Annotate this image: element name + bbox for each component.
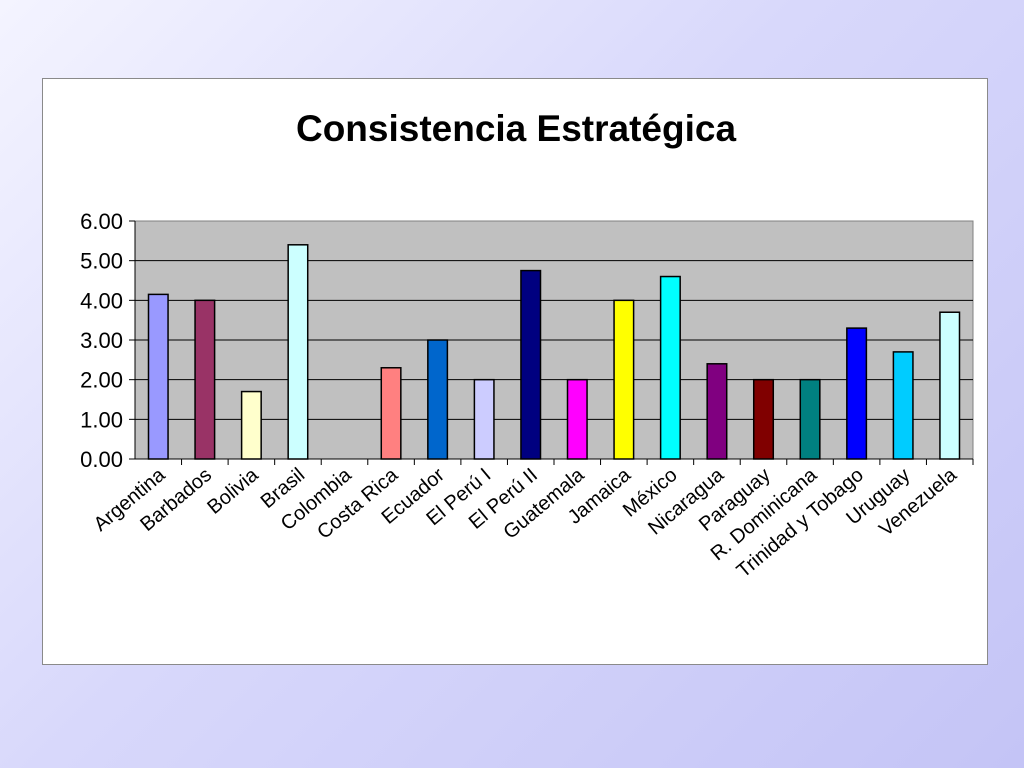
- bar-m-xico: [659, 275, 681, 460]
- chart-title: Consistencia Estratégica: [296, 108, 736, 149]
- bar-venezuela: [939, 311, 961, 460]
- bar-argentina: [147, 293, 169, 460]
- y-tick-label: 3.00: [80, 328, 123, 353]
- bar-uruguay: [892, 351, 914, 460]
- bar-guatemala: [566, 378, 588, 460]
- y-tick-label: 5.00: [80, 249, 123, 274]
- bar-el-per-i: [473, 378, 495, 460]
- y-tick-label: 6.00: [80, 209, 123, 234]
- bar-el-per-ii: [520, 269, 542, 460]
- bar-chart: Consistencia Estratégica 0.00 1.00 2.00 3.0…: [80, 108, 974, 582]
- bar-bolivia: [240, 390, 262, 460]
- bar-r-dominicana: [799, 378, 821, 460]
- x-tick-label: Bolivia: [203, 463, 263, 518]
- bar-barbados: [194, 299, 216, 460]
- bar-costa-rica: [380, 367, 402, 460]
- y-tick-label: 1.00: [80, 407, 123, 432]
- bar-jamaica: [613, 299, 635, 460]
- bar-paraguay: [752, 378, 775, 460]
- y-tick-label: 0.00: [80, 447, 123, 472]
- bar-trinidad-y-tobago: [846, 327, 868, 460]
- chart-frame: Consistencia Estratégica 0.00 1.00 2.00 3.0…: [42, 78, 988, 665]
- bar-ecuador: [427, 339, 449, 460]
- bar-nicaragua: [706, 363, 728, 460]
- bar-brasil: [287, 244, 309, 460]
- y-tick-label: 4.00: [80, 288, 123, 313]
- y-tick-label: 2.00: [80, 368, 123, 393]
